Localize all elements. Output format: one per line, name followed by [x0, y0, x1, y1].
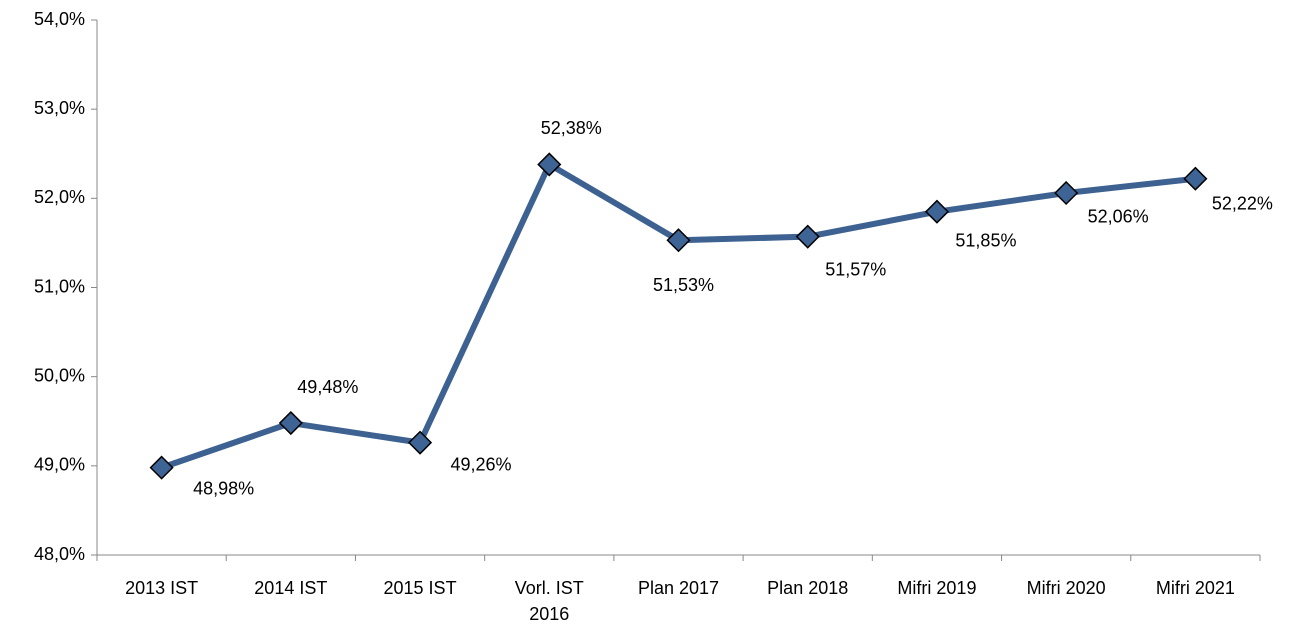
line — [160, 161, 1196, 471]
marker — [924, 199, 950, 224]
data-label: 51,57% — [825, 259, 886, 279]
x-tick-label: 2015 IST — [383, 578, 457, 598]
x-tick-label: Mifri 2021 — [1155, 578, 1235, 598]
y-tick-label: 53,0% — [34, 98, 85, 118]
x-tick-label: 2014 IST — [254, 578, 328, 598]
data-label: 51,85% — [955, 230, 1016, 250]
data-label: 49,48% — [297, 377, 358, 397]
x-tick-label: 2013 IST — [125, 578, 199, 598]
y-tick-label: 52,0% — [34, 187, 85, 207]
data-label: 49,26% — [451, 454, 512, 474]
marker — [666, 228, 691, 253]
data-label: 52,22% — [1212, 193, 1273, 213]
marker — [407, 430, 433, 455]
x-tick-label: Plan 2018 — [767, 578, 849, 598]
x-tick-label: Mifri 2020 — [1026, 578, 1106, 598]
y-tick-label: 48,0% — [34, 544, 85, 564]
marker — [278, 410, 303, 436]
y-tick-label: 51,0% — [34, 276, 85, 296]
y-tick-label: 54,0% — [34, 9, 85, 29]
y-tick-label: 50,0% — [34, 365, 85, 385]
data-label: 48,98% — [193, 478, 254, 498]
marker — [149, 455, 174, 480]
marker — [1183, 166, 1208, 191]
data-label: 51,53% — [653, 275, 714, 295]
marker — [1054, 180, 1079, 206]
data-label: 52,06% — [1088, 207, 1149, 227]
data-label: 52,38% — [541, 118, 602, 138]
y-tick-label: 49,0% — [34, 455, 85, 475]
x-tick-label: Plan 2017 — [637, 578, 720, 598]
marker — [537, 152, 562, 177]
x-tick-label: Mifri 2019 — [897, 578, 977, 598]
x-tick-label: Vorl. IST 2016 — [514, 578, 584, 624]
marker — [795, 224, 820, 249]
